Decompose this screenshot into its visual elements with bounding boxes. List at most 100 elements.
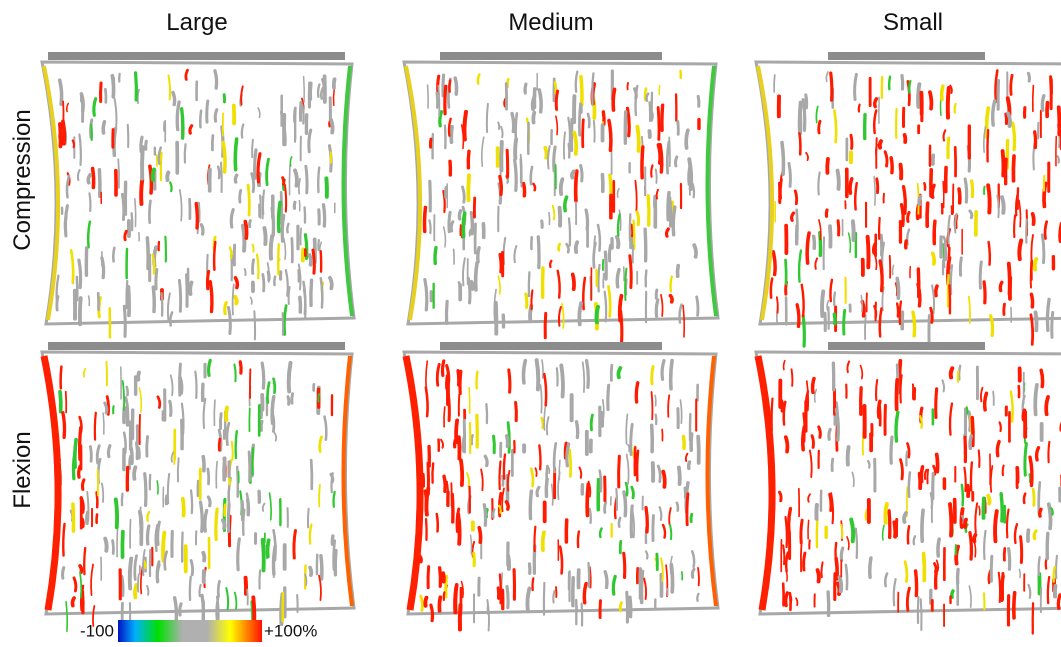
trabecula: [561, 365, 563, 396]
trabecula: [149, 201, 150, 223]
trabecula: [1006, 114, 1007, 123]
trabecula: [458, 371, 459, 385]
trabecula: [218, 167, 219, 178]
trabecula: [534, 527, 535, 551]
trabecula: [216, 509, 217, 539]
trabecula: [691, 514, 692, 521]
trabecula: [569, 218, 570, 245]
trabecula: [326, 178, 327, 196]
trabecula: [780, 179, 781, 198]
trabecula: [995, 511, 997, 541]
trabecula: [93, 169, 94, 188]
trabecula: [841, 525, 842, 538]
trabecula: [432, 463, 433, 482]
trabecula: [874, 244, 876, 253]
trabecula: [567, 444, 569, 466]
trabecula: [564, 132, 565, 158]
trabecula: [1031, 315, 1033, 345]
trabecula: [841, 548, 842, 561]
trabecula: [1054, 567, 1055, 582]
trabecula: [527, 589, 529, 612]
trabecula: [627, 83, 628, 89]
trabecula: [651, 110, 652, 118]
trabecula: [66, 392, 67, 413]
trabecula: [500, 575, 501, 604]
trabecula: [451, 127, 452, 142]
trabecula: [909, 472, 910, 496]
trabecula: [918, 84, 919, 107]
trabecula: [116, 499, 117, 527]
trabecula: [106, 362, 107, 385]
trabecula: [609, 245, 610, 261]
trabecula: [210, 282, 212, 312]
trabecula: [1056, 556, 1057, 578]
trabecula: [1037, 448, 1039, 460]
trabecula: [281, 192, 282, 223]
trabecula: [437, 514, 438, 531]
trabecula: [955, 104, 956, 113]
trabecula: [617, 237, 618, 247]
trabecula: [1035, 259, 1036, 270]
trabecula: [797, 305, 799, 327]
trabecula: [683, 436, 684, 448]
column-title: Large: [166, 9, 227, 36]
trabecula: [927, 203, 928, 226]
trabecula: [531, 290, 532, 309]
trabecula: [292, 394, 293, 403]
trabecula: [583, 120, 584, 147]
trabecula: [195, 372, 196, 398]
trabecula: [243, 226, 245, 251]
trabecula: [463, 213, 464, 236]
trabecula: [526, 294, 527, 307]
trabecula: [1033, 86, 1034, 112]
trabecula: [561, 179, 563, 194]
trabecula: [138, 574, 139, 591]
trabecula: [245, 269, 246, 275]
trabecula: [223, 143, 225, 172]
trabecula: [538, 237, 539, 268]
trabecula: [856, 529, 857, 558]
trabecula: [631, 506, 632, 537]
trabecula: [979, 506, 980, 515]
trabecula: [587, 360, 589, 387]
trabecula: [1021, 537, 1022, 563]
trabecula: [91, 125, 92, 140]
trabecula: [588, 114, 589, 127]
trabecula: [201, 225, 203, 234]
trabecula: [943, 182, 944, 208]
trabecula: [262, 363, 264, 388]
trabecula: [554, 443, 556, 472]
trabecula: [207, 101, 208, 122]
trabecula: [124, 412, 125, 420]
trabecula: [469, 388, 470, 413]
trabecula: [906, 452, 907, 466]
trabecula: [1031, 294, 1032, 307]
trabecula: [170, 401, 171, 415]
trabecula: [287, 224, 288, 233]
colorbar-min-label: -100: [80, 621, 114, 640]
trabecula: [683, 306, 684, 337]
trabecula: [783, 545, 784, 564]
trabecula: [617, 270, 619, 287]
trabecula: [289, 363, 291, 392]
trabecula: [582, 603, 583, 625]
trabecula: [249, 452, 250, 481]
trabecula: [153, 169, 154, 179]
trabecula: [812, 436, 813, 448]
trabecula: [891, 437, 892, 463]
trabecula: [1045, 222, 1047, 239]
trabecula: [428, 85, 429, 108]
trabecula: [122, 576, 123, 595]
trabecula: [105, 539, 106, 551]
trabecula: [310, 568, 311, 576]
trabecula: [183, 499, 184, 516]
trabecula: [653, 516, 654, 541]
trabecula: [692, 569, 694, 577]
colorbar-max-label: +100%: [264, 621, 317, 640]
trabecula: [103, 413, 104, 434]
trabecula: [687, 494, 688, 525]
trabecula: [574, 133, 576, 154]
trabecula: [838, 221, 839, 235]
trabecula: [1033, 489, 1034, 505]
trabecula: [88, 175, 90, 183]
